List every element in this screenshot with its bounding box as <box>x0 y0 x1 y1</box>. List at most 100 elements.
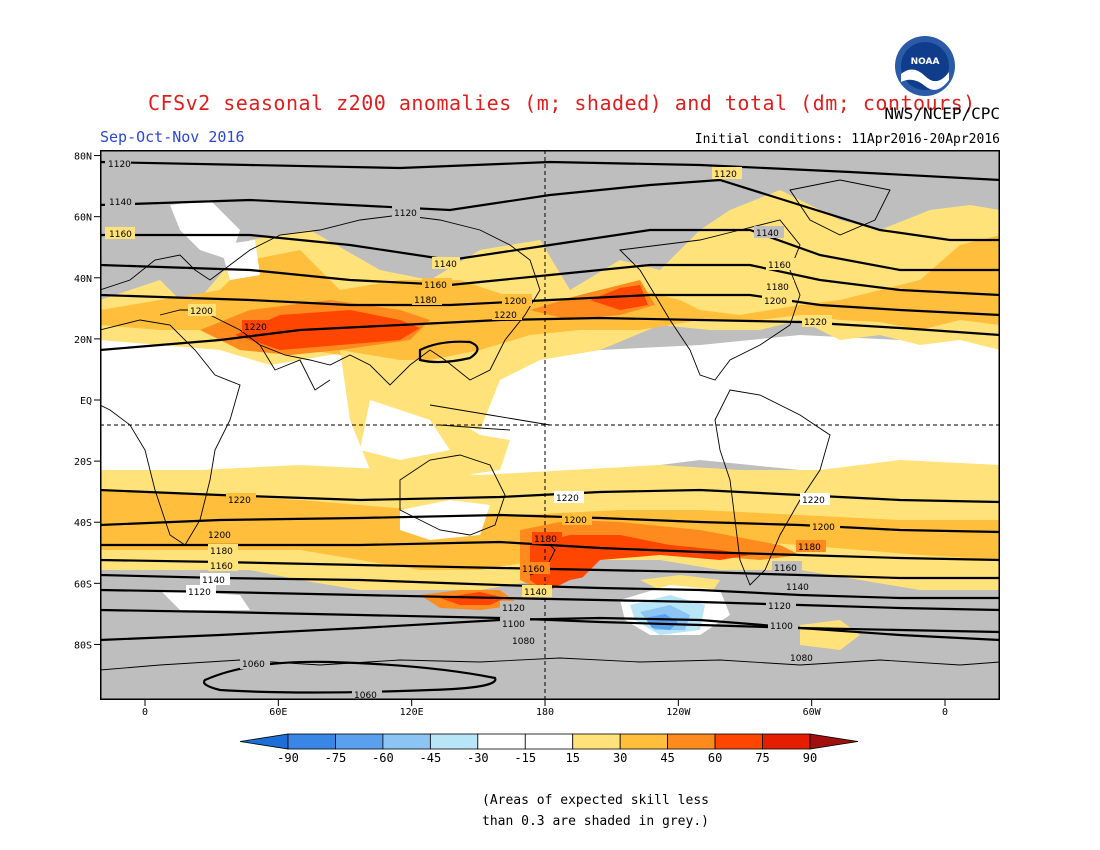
colorbar-box <box>714 733 763 750</box>
arctic-low-skill <box>100 150 1000 290</box>
lon-tick-label: 0 <box>942 707 948 718</box>
contour-label: 1100 <box>502 620 525 630</box>
colorbar-box <box>524 733 574 750</box>
colorbar-box <box>572 733 621 750</box>
longitude-ticks: 0 60E 120E 180 120W 60W 0 <box>142 700 948 718</box>
contour-label: 1160 <box>424 281 447 291</box>
colorbar-label: -75 <box>325 751 347 765</box>
contour-label: 1060 <box>354 691 377 700</box>
contour-label: 1140 <box>786 583 809 593</box>
contour-label: 1100 <box>770 622 793 632</box>
colorbar-label: 90 <box>803 751 817 765</box>
chart-title: CFSv2 seasonal z200 anomalies (m; shaded… <box>148 91 976 115</box>
contour-label: 1220 <box>228 496 251 506</box>
contour-label: 1220 <box>802 496 825 506</box>
lat-tick-label: 20N <box>74 335 92 346</box>
contour-label: 1220 <box>556 494 579 504</box>
contour-label: 1180 <box>798 543 821 553</box>
skill-footnote-line1: (Areas of expected skill less <box>482 793 709 808</box>
contour-labels: 1120 1120 1120 1140 1140 1140 1160 1160 … <box>105 157 840 700</box>
contour-label: 1180 <box>534 535 557 545</box>
contour-label: 1200 <box>564 516 587 526</box>
contour-label: 1140 <box>109 198 132 208</box>
contour-label: 1120 <box>394 209 417 219</box>
latitude-ticks: 80N 60N 40N 20N EQ 20S 40S 60S 80S <box>74 152 100 651</box>
contour-label: 1220 <box>804 318 827 328</box>
colorbar-box <box>382 733 431 750</box>
contour-label: 1080 <box>512 637 535 647</box>
contour-label: 1180 <box>414 296 437 306</box>
contour-label: 1160 <box>774 564 797 574</box>
contour-label: 1160 <box>210 562 233 572</box>
contour-label: 1120 <box>502 604 525 614</box>
contour-label: 1220 <box>244 323 267 333</box>
season-label: Sep-Oct-Nov 2016 <box>100 128 245 146</box>
lat-tick-label: 40N <box>74 274 92 285</box>
lon-tick-label: 0 <box>142 707 148 718</box>
colorbar-label: 75 <box>755 751 769 765</box>
contour-label: 1160 <box>522 565 545 575</box>
skill-footnote-line2: than 0.3 are shaded in grey.) <box>482 814 709 829</box>
colorbar-label: -30 <box>467 751 489 765</box>
contour-label: 1200 <box>812 523 835 533</box>
colorbar-label: 30 <box>613 751 627 765</box>
contour-label: 1080 <box>790 654 813 664</box>
colorbar-box <box>429 733 479 750</box>
colorbar-box <box>667 733 716 750</box>
australia-white-patch <box>400 500 490 540</box>
lat-tick-label: 40S <box>74 518 92 529</box>
india-ocean-white <box>360 400 450 460</box>
agency-label: NWS/NCEP/CPC <box>884 104 1000 123</box>
contour-label: 1220 <box>494 311 517 321</box>
contour-label: 1120 <box>768 602 791 612</box>
contour-label: 1060 <box>242 660 265 670</box>
lon-tick-label: 180 <box>536 707 554 718</box>
colorbar-box <box>619 733 669 750</box>
lat-tick-label: 20S <box>74 457 92 468</box>
contour-label: 1180 <box>766 283 789 293</box>
lat-tick-label: EQ <box>80 396 92 407</box>
contour-label: 1120 <box>108 160 131 170</box>
lon-tick-label: 120E <box>400 707 424 718</box>
colorbar-label: -15 <box>514 751 536 765</box>
height-contours <box>100 160 1000 694</box>
contour-label: 1140 <box>756 229 779 239</box>
lat-tick-label: 60N <box>74 213 92 224</box>
contour-label: 1120 <box>188 588 211 598</box>
colorbar-label: 15 <box>566 751 580 765</box>
sh-anomaly-60 <box>530 535 750 595</box>
contour-label: 1200 <box>504 297 527 307</box>
initial-conditions-label: Initial conditions: 11Apr2016-20Apr2016 <box>694 132 1000 147</box>
colorbar-label: 60 <box>708 751 722 765</box>
colorbar-arrow-low <box>239 733 289 750</box>
colorbar-box <box>335 733 384 750</box>
contour-label: 1160 <box>768 261 791 271</box>
contour-label: 1200 <box>190 307 213 317</box>
contour-label: 1140 <box>524 588 547 598</box>
lon-tick-label: 60E <box>269 707 287 718</box>
contour-label: 1120 <box>714 170 737 180</box>
colorbar-label: -45 <box>420 751 442 765</box>
contour-label: 1140 <box>202 576 225 586</box>
lon-tick-label: 120W <box>666 707 691 718</box>
colorbar-label: 45 <box>660 751 674 765</box>
lon-tick-label: 60W <box>803 707 822 718</box>
lat-tick-label: 80S <box>74 640 92 651</box>
lat-tick-label: 80N <box>74 152 92 163</box>
contour-label: 1200 <box>208 531 231 541</box>
lat-tick-label: 60S <box>74 579 92 590</box>
noaa-logo-text: NOAA <box>911 57 940 67</box>
colorbar-label: -60 <box>372 751 394 765</box>
colorbar-label: -90 <box>277 751 299 765</box>
nh-anomaly-60 <box>235 310 420 350</box>
map-frame <box>100 150 1000 700</box>
colorbar-box <box>477 733 526 750</box>
colorbar-arrow-high <box>809 733 859 750</box>
noaa-logo-icon: NOAA <box>895 36 955 96</box>
contour-label: 1180 <box>210 547 233 557</box>
contour-label: 1160 <box>109 230 132 240</box>
contour-label: 1140 <box>434 260 457 270</box>
colorbar-box <box>762 733 811 750</box>
